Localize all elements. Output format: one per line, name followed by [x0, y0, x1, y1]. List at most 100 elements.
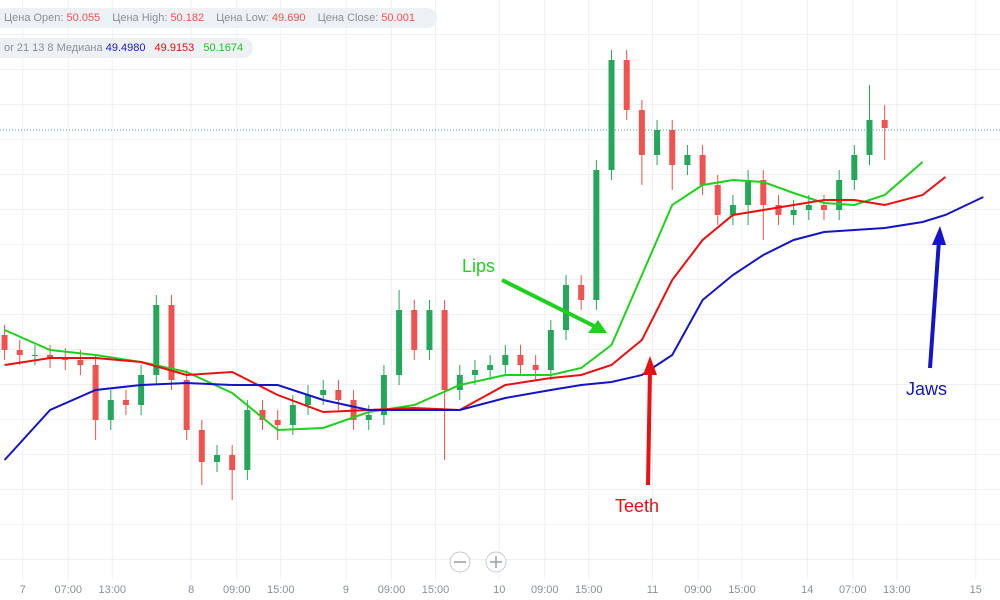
- candle-body: [487, 365, 494, 370]
- indicator-line: [4, 176, 947, 414]
- indicator-label: or 21 13 8 Медиана: [4, 42, 103, 54]
- candle-body: [274, 420, 281, 425]
- candle-body: [729, 205, 736, 215]
- ohlc-value: 50.001: [381, 12, 415, 24]
- candle-body: [92, 365, 99, 420]
- candle-body: [107, 400, 114, 420]
- x-tick-label: 09:00: [531, 584, 559, 596]
- x-tick-label: 7: [20, 584, 26, 596]
- candle-body: [547, 330, 554, 370]
- indicator-value: 49.9153: [154, 42, 195, 54]
- x-tick-label: 15:00: [267, 584, 295, 596]
- indicator-value: 49.4980: [105, 42, 146, 54]
- x-tick-label: 15:00: [422, 584, 450, 596]
- candle-body: [168, 305, 175, 380]
- candle-body: [259, 410, 266, 420]
- arrow: [928, 239, 941, 369]
- ohlc-label: Цена Close:: [317, 12, 379, 24]
- annotation-teeth: Teeth: [615, 496, 659, 516]
- ohlc-value: 50.055: [66, 12, 101, 24]
- candle-body: [153, 305, 160, 375]
- annotations: Lips Teeth Jaws: [462, 226, 947, 516]
- candle-body: [456, 375, 463, 390]
- x-tick-label: 13:00: [883, 584, 911, 596]
- ohlc-label: Цена High:: [112, 12, 168, 24]
- candle-body: [866, 120, 873, 155]
- x-tick-label: 9: [343, 584, 349, 596]
- indicator-bar: or 21 13 8 Медиана 49.4980 49.9153 50.16…: [0, 38, 254, 58]
- x-tick-label: 15: [970, 584, 982, 596]
- candle-body: [213, 455, 220, 462]
- candle-body: [289, 405, 296, 425]
- candle-body: [183, 380, 190, 430]
- candle-body: [517, 355, 524, 365]
- candle-body: [31, 355, 38, 356]
- candle-body: [578, 285, 585, 300]
- arrow-head: [932, 226, 946, 245]
- ohlc-bar: Цена Open: 50.055 Цена High: 50.182 Цена L…: [0, 8, 437, 28]
- annotation-lips: Lips: [462, 256, 495, 276]
- candle-body: [714, 185, 721, 215]
- candle-body: [790, 210, 797, 215]
- candle-body: [760, 180, 767, 205]
- annotation-jaws: Jaws: [906, 379, 947, 399]
- candle-body: [411, 310, 418, 350]
- x-tick-label: 13:00: [99, 584, 127, 596]
- ohlc-value: 49.690: [271, 12, 306, 24]
- indicator-value: 50.1674: [203, 42, 244, 54]
- x-tick-label: 11: [647, 584, 658, 596]
- candle-body: [820, 205, 827, 210]
- candle-body: [471, 370, 478, 375]
- candle-body: [699, 155, 706, 185]
- candle-body: [77, 360, 84, 365]
- x-tick-label: 15:00: [728, 584, 756, 596]
- x-tick-label: 07:00: [55, 584, 83, 596]
- candle-body: [426, 310, 433, 350]
- arrow: [501, 278, 599, 330]
- candle-body: [16, 350, 23, 355]
- candle-body: [305, 395, 312, 405]
- candle-body: [745, 180, 752, 205]
- candle-body: [365, 415, 372, 420]
- candle-body: [335, 390, 342, 400]
- candle-body: [881, 120, 888, 128]
- grid-background: [0, 0, 1000, 578]
- candle-body: [684, 155, 691, 165]
- x-tick-label: 09:00: [684, 584, 712, 596]
- x-tick-label: 09:00: [378, 584, 406, 596]
- x-tick-label: 15:00: [575, 584, 603, 596]
- candle-body: [396, 310, 403, 375]
- candle-body: [138, 375, 145, 405]
- candle-body: [1, 335, 8, 350]
- ohlc-value: 50.182: [170, 12, 205, 24]
- indicator-line: [4, 161, 924, 432]
- ohlc-label: Цена Open:: [4, 12, 64, 24]
- ohlc-label: Цена Low:: [216, 12, 269, 24]
- x-tick-label: 14: [801, 584, 813, 596]
- candle-body: [669, 130, 676, 165]
- candle-body: [122, 400, 129, 405]
- candle-body: [623, 60, 630, 110]
- candle-body: [320, 390, 327, 395]
- indicator-line: [3, 196, 984, 461]
- candle-body: [244, 410, 251, 470]
- candle-body: [836, 180, 843, 210]
- candle-body: [593, 170, 600, 300]
- candle-body: [805, 205, 812, 210]
- candle-body: [608, 60, 615, 170]
- candle-body: [47, 355, 54, 358]
- zoom-controls: [449, 551, 507, 573]
- candle-body: [532, 365, 539, 370]
- candle-body: [229, 455, 236, 470]
- x-tick-label: 07:00: [839, 584, 867, 596]
- candle-body: [380, 375, 387, 415]
- arrow: [646, 369, 652, 486]
- candle-body: [563, 285, 570, 330]
- candle-body: [441, 310, 448, 390]
- arrow-head: [588, 320, 607, 333]
- x-tick-label: 09:00: [223, 584, 251, 596]
- candle-body: [198, 430, 205, 462]
